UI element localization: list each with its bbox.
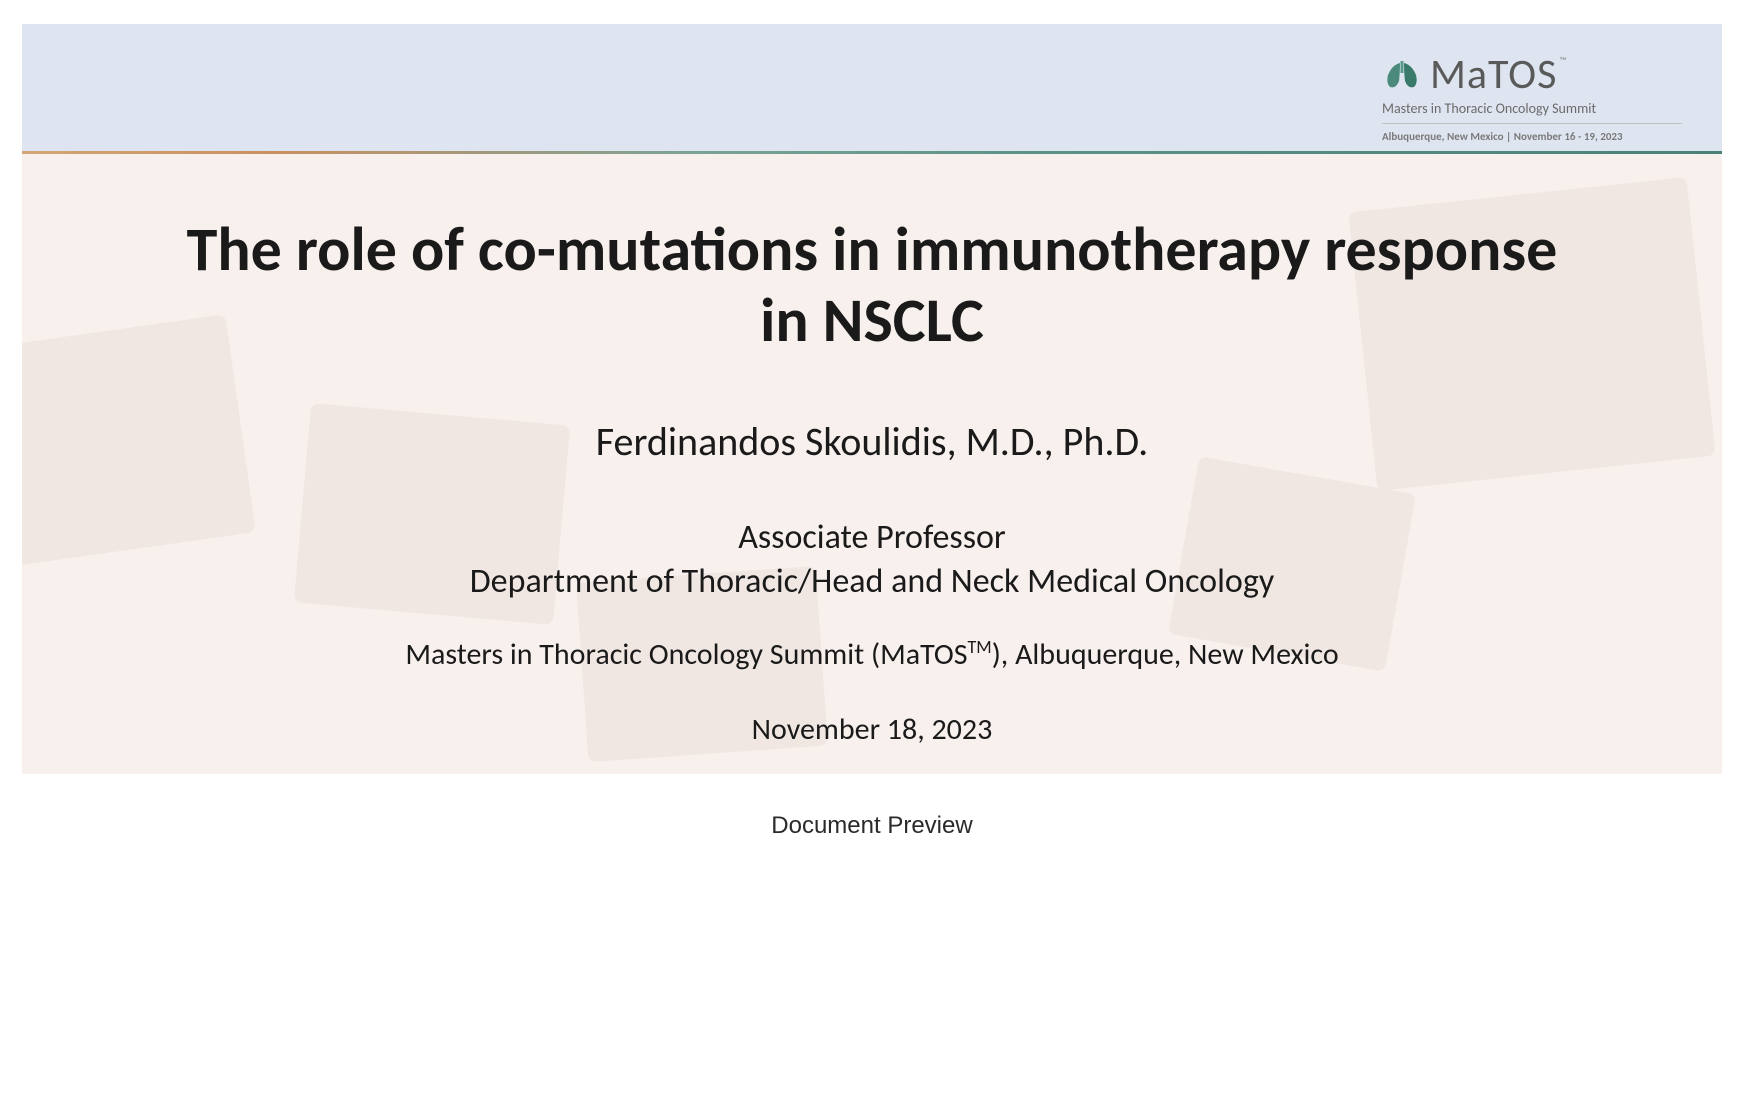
slide-header: MaTOS™ Masters in Thoracic Oncology Summ… [22,24,1722,154]
slide-role: Associate Professor Department of Thorac… [470,516,1274,604]
role-line2: Department of Thoracic/Head and Neck Med… [470,561,1274,602]
slide-date: November 18, 2023 [752,711,993,748]
logo-block: MaTOS™ Masters in Thoracic Oncology Summ… [1382,54,1682,143]
logo-text: MaTOS™ [1430,54,1566,96]
lungs-icon [1382,59,1422,91]
logo-tm: ™ [1559,54,1566,67]
logo-event-info: Albuquerque, New Mexico | November 16 - … [1382,130,1682,143]
document-preview-label: Document Preview [771,812,972,840]
slide-event: Masters in Thoracic Oncology Summit (MaT… [405,636,1338,673]
logo-subtitle: Masters in Thoracic Oncology Summit [1382,100,1682,124]
slide-author: Ferdinandos Skoulidis, M.D., Ph.D. [596,417,1148,466]
event-tm: TM [968,636,992,658]
logo-name: MaTOS [1430,49,1557,100]
logo-main: MaTOS™ [1382,54,1682,96]
event-suffix: ), Albuquerque, New Mexico [992,636,1339,673]
slide-container: MaTOS™ Masters in Thoracic Oncology Summ… [22,24,1722,774]
role-line1: Associate Professor [738,517,1006,558]
slide-title: The role of co-mutations in immunotherap… [172,214,1572,357]
slide-body: The role of co-mutations in immunotherap… [22,154,1722,774]
event-prefix: Masters in Thoracic Oncology Summit (MaT… [405,636,967,673]
